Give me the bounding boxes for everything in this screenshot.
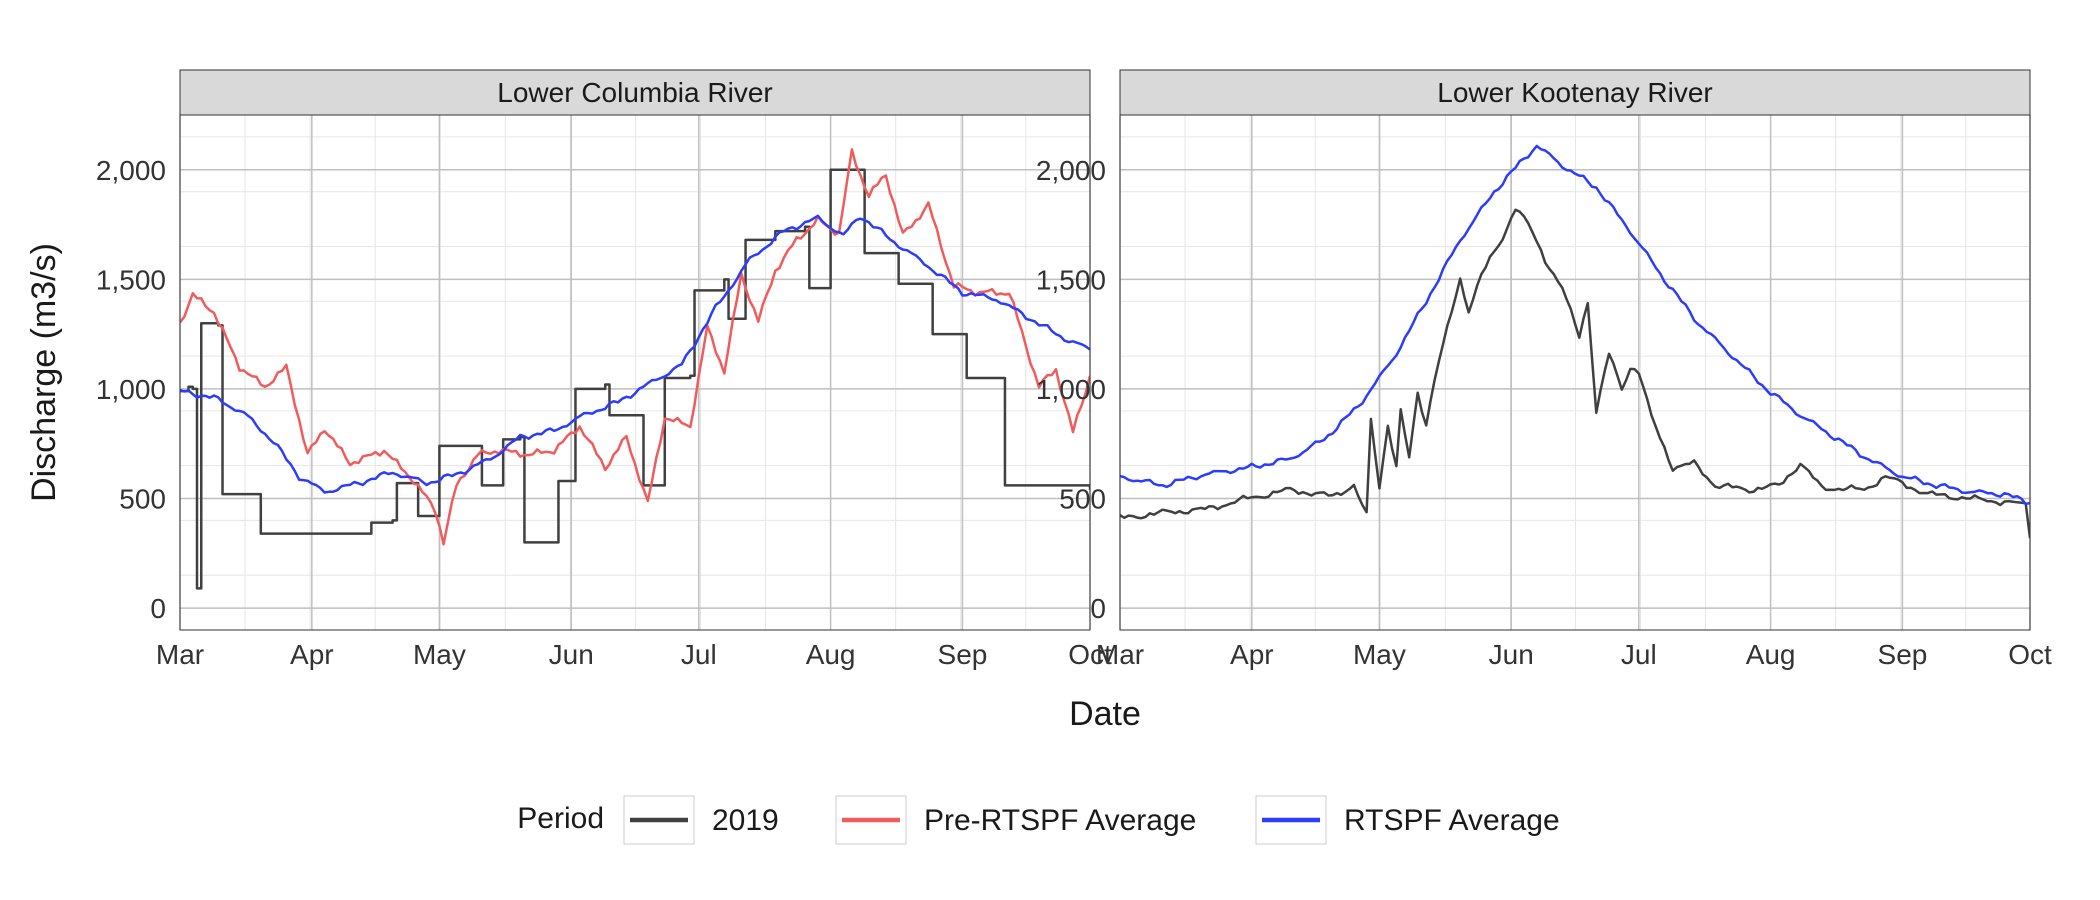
x-tick-label: Mar — [156, 639, 204, 670]
x-axis-title: Date — [1069, 695, 1141, 733]
legend: Period 2019 Pre-RTSPF Average RTSPF Average — [517, 796, 1559, 844]
x-tick-label: Jul — [681, 639, 717, 670]
y-tick-label: 2,000 — [96, 155, 166, 186]
legend-item: Pre-RTSPF Average — [836, 796, 1196, 844]
x-tick-label: Apr — [290, 639, 334, 670]
x-tick-label: Jul — [1621, 639, 1657, 670]
x-tick-label: Apr — [1230, 639, 1274, 670]
legend-label: Pre-RTSPF Average — [924, 804, 1196, 837]
y-tick-label: 1,000 — [1036, 374, 1106, 405]
x-tick-label: May — [1353, 639, 1406, 670]
y-axis-title: Discharge (m3/s) — [25, 243, 63, 502]
x-tick-label: Oct — [2008, 639, 2052, 670]
facet-panel: Lower Columbia River Mar Apr May Jun Jul Aug Se… — [96, 70, 1112, 670]
y-tick-label: 2,000 — [1036, 155, 1106, 186]
facet-panel: Lower Kootenay River Mar Apr May Jun Jul Aug Se… — [1036, 70, 2052, 670]
y-tick-label: 1,500 — [1036, 264, 1106, 295]
x-tick-label: Aug — [806, 639, 856, 670]
legend-item: RTSPF Average — [1256, 796, 1560, 844]
facet-title: Lower Kootenay River — [1437, 77, 1712, 108]
y-tick-label: 0 — [1090, 593, 1106, 624]
legend-label: RTSPF Average — [1344, 804, 1560, 837]
x-tick-label: Sep — [938, 639, 988, 670]
x-tick-label: Jun — [549, 639, 594, 670]
y-tick-label: 1,000 — [96, 374, 166, 405]
x-tick-label: Jun — [1489, 639, 1534, 670]
discharge-facet-chart: Discharge (m3/s) Lower Columbia River Mar A… — [0, 0, 2100, 900]
x-tick-label: Aug — [1746, 639, 1796, 670]
y-tick-label: 500 — [1059, 484, 1106, 515]
y-tick-label: 0 — [150, 593, 166, 624]
legend-item: 2019 — [624, 796, 779, 844]
x-tick-label: Sep — [1878, 639, 1928, 670]
y-tick-label: 500 — [119, 484, 166, 515]
legend-label: 2019 — [712, 804, 779, 837]
x-tick-label: Mar — [1096, 639, 1144, 670]
y-tick-label: 1,500 — [96, 264, 166, 295]
legend-title: Period — [517, 802, 604, 835]
x-tick-label: May — [413, 639, 466, 670]
facet-title: Lower Columbia River — [497, 77, 772, 108]
